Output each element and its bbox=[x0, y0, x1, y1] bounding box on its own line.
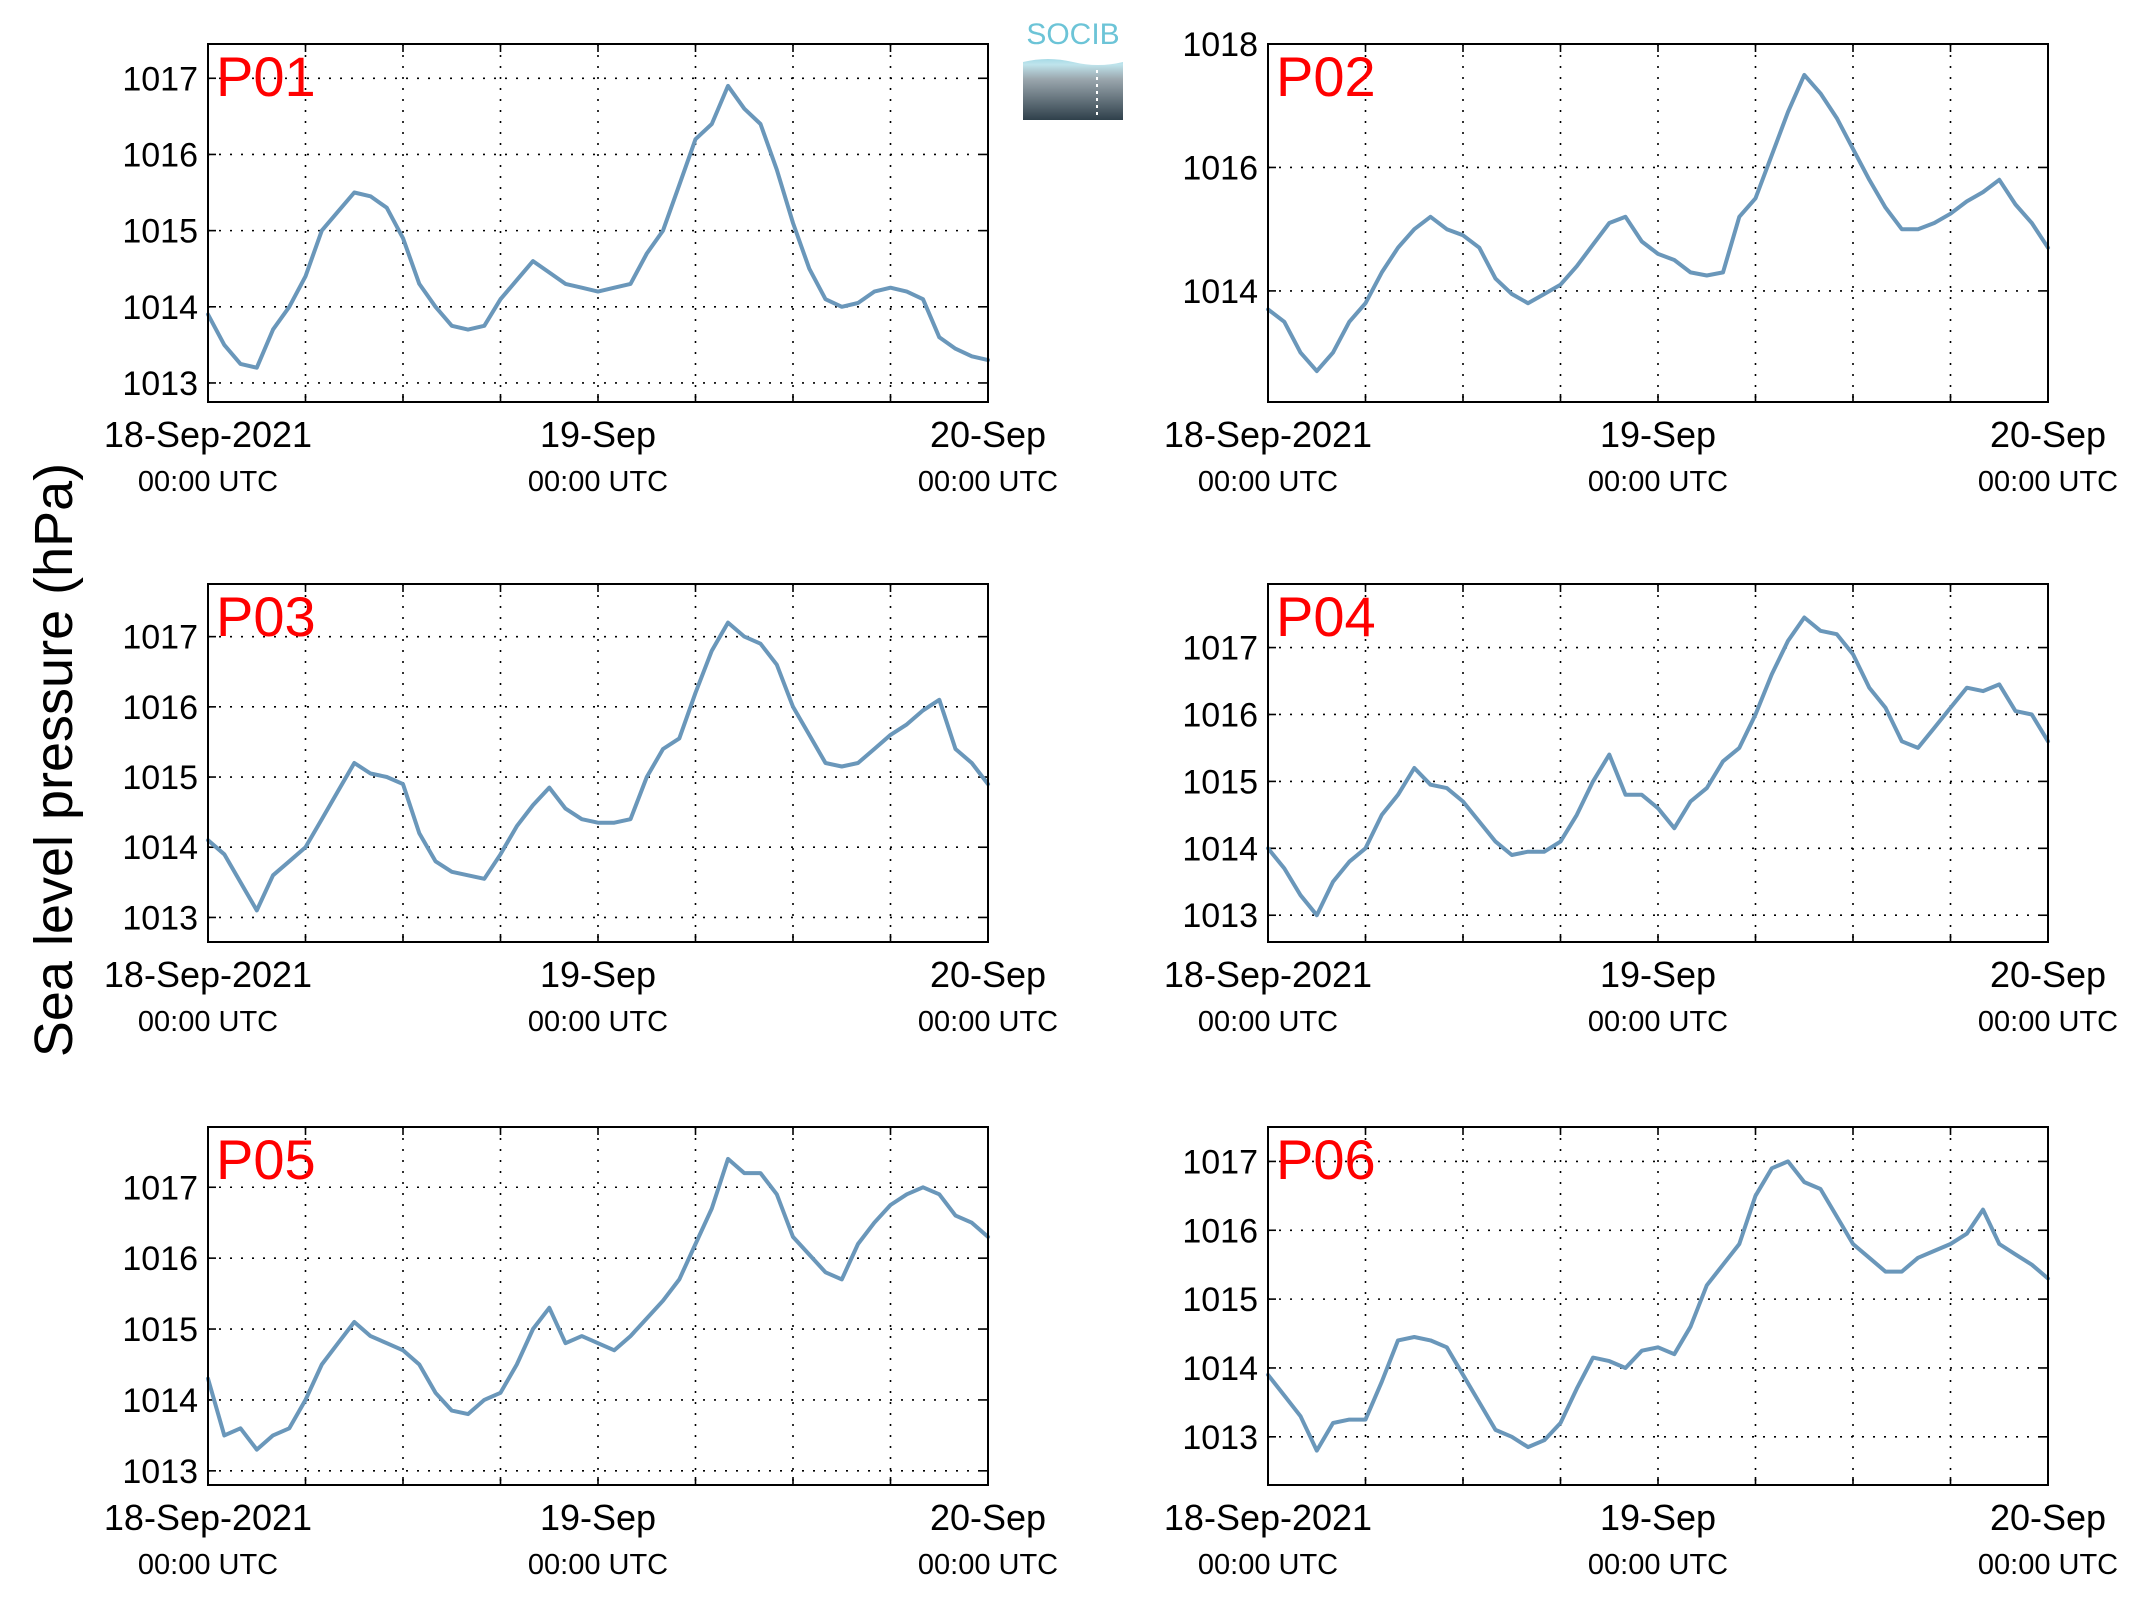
y-tick-label: 1017 bbox=[1182, 1143, 1258, 1181]
axes-frame bbox=[207, 1126, 989, 1486]
x-tick-label-time: 00:00 UTC bbox=[1978, 1006, 2118, 1038]
axes-frame bbox=[1267, 1126, 2049, 1486]
x-tick-label-time: 00:00 UTC bbox=[1198, 1006, 1338, 1038]
panel-p02: 1014 1016 1018 18-Sep-2021 00:00 UTC 19-Sep 00… bbox=[1164, 26, 2118, 498]
y-tick-label: 1016 bbox=[122, 1240, 198, 1278]
y-tick-label: 1014 bbox=[1182, 830, 1258, 868]
x-tick-label-date: 20-Sep bbox=[1990, 1497, 2106, 1538]
y-tick-label: 1014 bbox=[122, 1382, 198, 1420]
plot-area bbox=[208, 44, 988, 402]
y-tick-label: 1014 bbox=[1182, 1350, 1258, 1388]
x-tick-label-date: 19-Sep bbox=[1600, 954, 1716, 995]
y-tick-label: 1013 bbox=[122, 365, 198, 403]
y-tick-label: 1013 bbox=[122, 1453, 198, 1491]
x-tick-label-time: 00:00 UTC bbox=[528, 1549, 668, 1581]
socib-logo: SOCIB bbox=[1023, 18, 1123, 120]
panel-p04: 1013 1014 1015 1016 1017 18-Sep-2021 00:00 UTC… bbox=[1164, 583, 2118, 1038]
x-tick-label-time: 00:00 UTC bbox=[918, 1549, 1058, 1581]
axes-frame bbox=[1267, 43, 2049, 403]
station-label: P04 bbox=[1276, 585, 1376, 648]
plot-area bbox=[1268, 584, 2048, 942]
y-tick-label: 1014 bbox=[122, 289, 198, 327]
axes-frame bbox=[1267, 583, 2049, 943]
x-tick-label-time: 00:00 UTC bbox=[528, 1006, 668, 1038]
x-tick-label-time: 00:00 UTC bbox=[918, 1006, 1058, 1038]
station-label: P03 bbox=[216, 585, 316, 648]
x-tick-label-date: 19-Sep bbox=[540, 1497, 656, 1538]
y-tick-label: 1016 bbox=[1182, 149, 1258, 187]
x-tick-label-date: 18-Sep-2021 bbox=[104, 1497, 312, 1538]
logo-text: SOCIB bbox=[1026, 18, 1119, 51]
station-label: P05 bbox=[216, 1128, 316, 1191]
x-tick-label-date: 19-Sep bbox=[1600, 1497, 1716, 1538]
y-tick-label: 1017 bbox=[122, 1169, 198, 1207]
panels-container: 1013 1014 1015 1016 1017 18-Sep-2021 00:00 UTC… bbox=[104, 26, 2118, 1581]
x-tick-label-time: 00:00 UTC bbox=[918, 466, 1058, 498]
panel-p05: 1013 1014 1015 1016 1017 18-Sep-2021 00:00 UTC… bbox=[104, 1126, 1058, 1581]
station-label: P02 bbox=[1276, 45, 1376, 108]
axes-frame bbox=[207, 583, 989, 943]
y-tick-label: 1016 bbox=[1182, 696, 1258, 734]
x-tick-label-date: 18-Sep-2021 bbox=[104, 414, 312, 455]
y-tick-label: 1016 bbox=[122, 689, 198, 727]
y-tick-label: 1015 bbox=[122, 1311, 198, 1349]
x-tick-label-time: 00:00 UTC bbox=[1198, 466, 1338, 498]
y-tick-label: 1018 bbox=[1182, 26, 1258, 64]
x-tick-label-date: 20-Sep bbox=[930, 954, 1046, 995]
y-tick-label: 1017 bbox=[122, 60, 198, 98]
x-tick-label-date: 18-Sep-2021 bbox=[1164, 1497, 1372, 1538]
series-line-p05 bbox=[206, 1156, 990, 1452]
x-tick-label-date: 20-Sep bbox=[930, 1497, 1046, 1538]
y-tick-label: 1017 bbox=[122, 619, 198, 657]
y-tick-label: 1013 bbox=[1182, 1419, 1258, 1457]
series-line-p06 bbox=[1266, 1159, 2050, 1453]
y-axis-label: Sea level pressure (hPa) bbox=[24, 463, 84, 1057]
x-tick-label-date: 19-Sep bbox=[1600, 414, 1716, 455]
x-tick-label-date: 18-Sep-2021 bbox=[104, 954, 312, 995]
series-line-p01 bbox=[206, 83, 990, 370]
x-tick-label-time: 00:00 UTC bbox=[1978, 1549, 2118, 1581]
series-line-p03 bbox=[206, 620, 990, 913]
y-tick-label: 1015 bbox=[1182, 1281, 1258, 1319]
series-line-p02 bbox=[1266, 72, 2050, 374]
x-tick-label-time: 00:00 UTC bbox=[1198, 1549, 1338, 1581]
logo-wave-icon bbox=[1023, 46, 1123, 65]
y-tick-label: 1015 bbox=[122, 213, 198, 251]
y-tick-label: 1015 bbox=[1182, 763, 1258, 801]
panel-p06: 1013 1014 1015 1016 1017 18-Sep-2021 00:00 UTC… bbox=[1164, 1126, 2118, 1581]
x-tick-label-date: 20-Sep bbox=[1990, 954, 2106, 995]
x-tick-label-time: 00:00 UTC bbox=[1978, 466, 2118, 498]
plot-area bbox=[1268, 1127, 2048, 1485]
x-tick-label-date: 18-Sep-2021 bbox=[1164, 954, 1372, 995]
x-tick-label-date: 20-Sep bbox=[930, 414, 1046, 455]
y-tick-label: 1013 bbox=[122, 899, 198, 937]
plot-area bbox=[208, 1127, 988, 1485]
x-tick-label-date: 18-Sep-2021 bbox=[1164, 414, 1372, 455]
axes-frame bbox=[207, 43, 989, 403]
y-tick-label: 1014 bbox=[122, 829, 198, 867]
y-tick-label: 1014 bbox=[1182, 273, 1258, 311]
x-tick-label-time: 00:00 UTC bbox=[1588, 1549, 1728, 1581]
x-tick-label-time: 00:00 UTC bbox=[138, 1549, 278, 1581]
plot-area bbox=[208, 584, 988, 942]
series-line-p04 bbox=[1266, 615, 2050, 918]
x-tick-label-date: 19-Sep bbox=[540, 954, 656, 995]
y-tick-label: 1015 bbox=[122, 759, 198, 797]
x-tick-label-time: 00:00 UTC bbox=[1588, 466, 1728, 498]
y-tick-label: 1016 bbox=[1182, 1212, 1258, 1250]
panel-p03: 1013 1014 1015 1016 1017 18-Sep-2021 00:00 UTC… bbox=[104, 583, 1058, 1038]
station-label: P06 bbox=[1276, 1128, 1376, 1191]
station-label: P01 bbox=[216, 45, 316, 108]
y-tick-label: 1013 bbox=[1182, 897, 1258, 935]
x-tick-label-time: 00:00 UTC bbox=[138, 466, 278, 498]
x-tick-label-date: 19-Sep bbox=[540, 414, 656, 455]
x-tick-label-time: 00:00 UTC bbox=[138, 1006, 278, 1038]
y-tick-label: 1016 bbox=[122, 136, 198, 174]
x-tick-label-time: 00:00 UTC bbox=[1588, 1006, 1728, 1038]
panel-p01: 1013 1014 1015 1016 1017 18-Sep-2021 00:00 UTC… bbox=[104, 43, 1058, 498]
x-tick-label-date: 20-Sep bbox=[1990, 414, 2106, 455]
y-tick-label: 1017 bbox=[1182, 630, 1258, 668]
x-tick-label-time: 00:00 UTC bbox=[528, 466, 668, 498]
